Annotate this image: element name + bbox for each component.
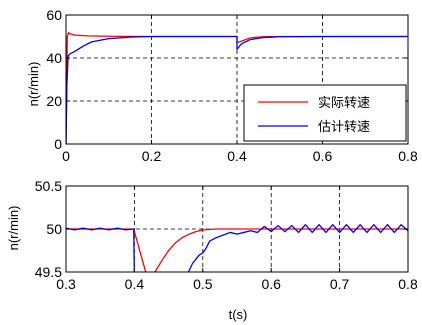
bottom-plot-xlabel: t(s) (229, 307, 248, 322)
legend-label-actual: 实际转速 (318, 96, 370, 111)
legend-box (243, 84, 407, 142)
top-plot-ytick-label-2: 40 (46, 50, 62, 66)
legend-label-estimated: 估计转速 (318, 120, 370, 135)
top-plot-ytick-label-3: 60 (46, 7, 62, 23)
top-plot-xtick-label-1: 0.2 (142, 148, 162, 164)
top-plot-xtick-label-4: 0.8 (398, 148, 418, 164)
top-plot-ytick-label-1: 20 (46, 93, 62, 109)
top-plot-series (66, 31, 408, 144)
top-plot: 0 0.2 0.4 0.6 0.8 0 20 40 60 n(r/min) 实际转速 估计转速 (26, 7, 418, 164)
bottom-plot-ytick-label-1: 50 (46, 221, 62, 237)
bottom-plot-series-estimated (66, 224, 408, 272)
bottom-plot-ytick-label-0: 49.5 (35, 264, 62, 280)
top-plot-xtick-label-0: 0 (62, 148, 70, 164)
bottom-plot-ticks: 0.3 0.4 0.5 0.6 0.7 0.8 49.5 50 50.5 (35, 178, 418, 292)
bottom-plot-xtick-label-2: 0.5 (193, 276, 213, 292)
bottom-plot: 0.3 0.4 0.5 0.6 0.7 0.8 49.5 50 50.5 n(r/min) t(… (6, 178, 418, 322)
bottom-plot-ytick-label-2: 50.5 (35, 178, 62, 194)
bottom-plot-xtick-label-5: 0.8 (398, 276, 418, 292)
bottom-plot-xtick-label-1: 0.4 (125, 276, 145, 292)
bottom-plot-xtick-label-0: 0.3 (56, 276, 76, 292)
legend: 实际转速 估计转速 (243, 84, 407, 142)
top-plot-xtick-label-2: 0.4 (227, 148, 247, 164)
bottom-plot-xtick-label-3: 0.6 (261, 276, 281, 292)
bottom-plot-xtick-label-4: 0.7 (330, 276, 350, 292)
top-plot-xtick-label-3: 0.6 (313, 148, 333, 164)
top-plot-ticks: 0 0.2 0.4 0.6 0.8 0 20 40 60 (46, 7, 418, 164)
bottom-plot-series-actual (66, 228, 408, 272)
top-plot-series-estimated (66, 35, 408, 144)
top-plot-ylabel: n(r/min) (26, 62, 41, 107)
top-plot-ytick-label-0: 0 (54, 136, 62, 152)
bottom-plot-series (66, 224, 408, 272)
bottom-plot-ylabel: n(r/min) (6, 206, 21, 251)
